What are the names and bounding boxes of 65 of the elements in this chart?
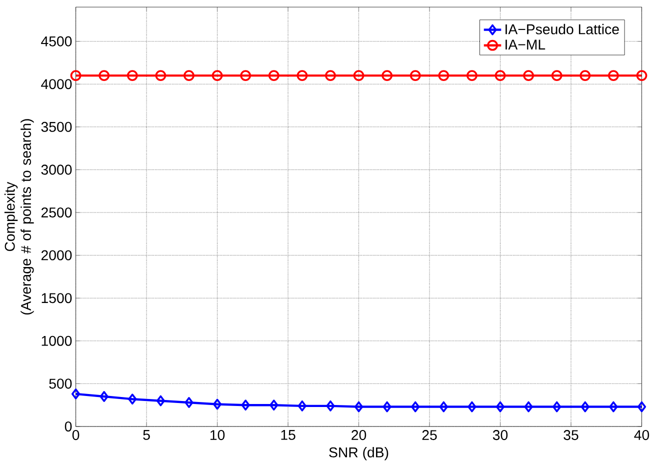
point xyxy=(468,401,476,412)
point xyxy=(637,401,646,412)
point xyxy=(608,70,619,82)
point xyxy=(580,401,590,412)
point xyxy=(126,70,138,82)
x-tick-label: 20 xyxy=(352,430,366,440)
x-tick-label: 15 xyxy=(281,430,296,440)
point xyxy=(98,70,110,82)
point xyxy=(296,70,308,82)
point xyxy=(155,70,166,82)
x-tick-label: 5 xyxy=(143,430,150,440)
point xyxy=(494,70,506,82)
point xyxy=(212,70,223,82)
point xyxy=(438,70,450,82)
point xyxy=(636,70,648,82)
y-tick-label: 3500 xyxy=(41,122,72,132)
x-tick-label: 25 xyxy=(422,430,437,440)
point xyxy=(325,70,336,82)
x-tick-label: 35 xyxy=(564,430,578,440)
point xyxy=(184,70,194,82)
y-tick-label: 4500 xyxy=(41,36,72,46)
point xyxy=(241,400,250,411)
y-axis-title: Complexity (Average # of points to search) xyxy=(4,119,34,314)
point xyxy=(382,401,392,412)
point xyxy=(70,70,82,82)
point xyxy=(353,70,364,82)
point xyxy=(410,70,421,82)
point xyxy=(128,394,137,405)
x-tick-label: 40 xyxy=(634,430,650,440)
point xyxy=(298,400,306,412)
y-tick-label: 1500 xyxy=(42,293,72,304)
y-tick-label: 2000 xyxy=(41,250,72,260)
point xyxy=(580,70,591,82)
point xyxy=(100,391,108,402)
y-tick-label: 500 xyxy=(49,378,72,389)
x-tick-label: 0 xyxy=(72,430,80,440)
point xyxy=(466,70,478,82)
point xyxy=(212,398,222,410)
point xyxy=(609,401,618,412)
point xyxy=(156,395,166,406)
point xyxy=(523,70,534,82)
legend-label: IA−ML xyxy=(506,40,546,50)
point xyxy=(496,401,505,412)
point xyxy=(326,400,335,412)
point xyxy=(240,70,252,82)
y-tick-label: 3000 xyxy=(41,164,72,175)
point xyxy=(184,397,194,408)
y-tick-label: 2500 xyxy=(41,207,72,218)
point xyxy=(439,401,448,412)
point xyxy=(71,388,80,400)
point xyxy=(354,401,364,412)
y-tick-label: 1000 xyxy=(42,336,72,346)
point xyxy=(382,70,393,82)
point xyxy=(552,401,562,412)
point xyxy=(268,70,280,82)
y-tick-label: 4000 xyxy=(41,79,72,90)
x-tick-label: 30 xyxy=(492,430,508,440)
x-axis-title: SNR (dB) xyxy=(329,447,388,460)
point xyxy=(270,400,278,411)
point xyxy=(551,70,562,82)
x-tick-label: 10 xyxy=(210,430,225,440)
y-tick-label: 0 xyxy=(64,421,72,432)
point xyxy=(524,401,533,412)
legend-label: IA−Pseudo Lattice xyxy=(506,24,619,34)
point xyxy=(411,401,420,412)
